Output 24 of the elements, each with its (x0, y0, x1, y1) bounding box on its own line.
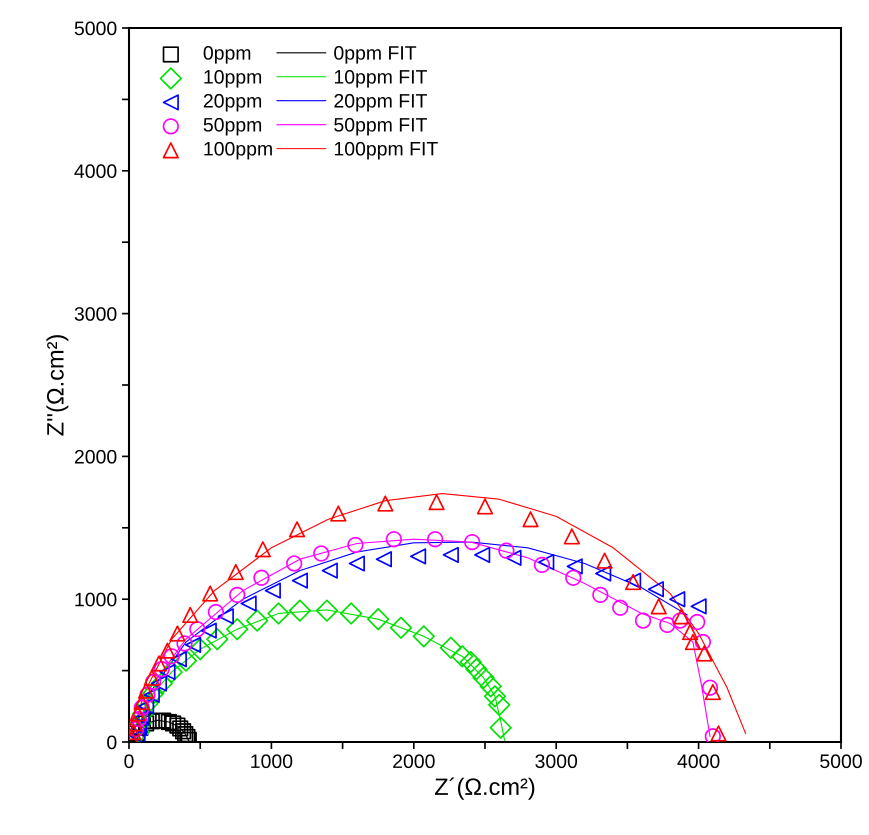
legend-label: 20ppm (204, 94, 262, 112)
y-tick-label: 2000 (74, 450, 116, 464)
x-tick-label: 5000 (820, 754, 862, 768)
y-tick-label: 0 (107, 735, 116, 750)
x-tick-label: 3000 (535, 754, 578, 768)
legend-label: 10ppm FIT (334, 70, 427, 88)
legend-label: 10ppm (204, 70, 262, 88)
x-tick-label: 2000 (393, 754, 435, 768)
x-tick-label: 4000 (677, 754, 720, 768)
y-tick-label: 3000 (74, 307, 116, 321)
y-axis-title: Z''(Ω.cm²) (46, 335, 68, 436)
legend-label: 50ppm FIT (334, 118, 427, 136)
x-axis-title: Z´(Ω.cm²) (434, 777, 534, 800)
legend-label: 100ppm (204, 142, 272, 160)
legend-label: 20ppm FIT (334, 94, 427, 112)
x-tick-label: 1000 (251, 754, 292, 768)
legend-label: 0ppm (204, 46, 250, 64)
legend-label: 0ppm FIT (334, 46, 416, 64)
x-tick-label: 0 (124, 754, 134, 768)
legend-label: 100ppm FIT (334, 142, 438, 160)
y-tick-label: 1000 (75, 592, 116, 606)
legend-label: 50ppm (204, 118, 262, 136)
y-tick-label: 4000 (74, 164, 116, 178)
y-tick-label: 5000 (74, 21, 116, 36)
